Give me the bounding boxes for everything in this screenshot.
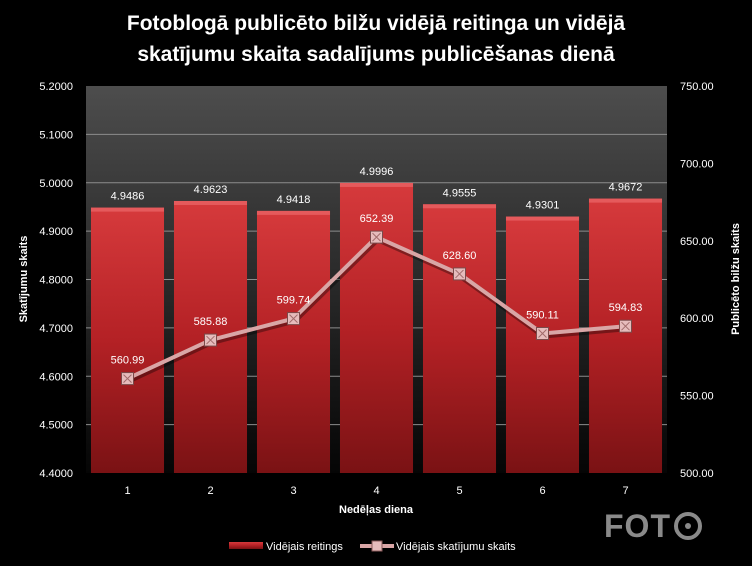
legend-line-marker <box>371 540 383 552</box>
line-value-label: 652.39 <box>360 213 394 225</box>
line-value-label: 590.11 <box>526 310 559 322</box>
y-axis-left-title: Skatījumu skaits <box>18 236 30 323</box>
line-point-cross <box>289 314 298 323</box>
bar <box>588 198 663 473</box>
y-right-tick-label: 650.00 <box>680 236 714 248</box>
y-left-tick-label: 4.6000 <box>39 371 73 383</box>
line-point-cross <box>372 232 381 242</box>
line-point-cross <box>538 329 547 338</box>
y-axis-right: 500.00 550.00 600.00 650.00 700.00 750.00 <box>680 81 714 480</box>
bar-top-highlight <box>173 200 248 205</box>
bar-top-highlight <box>90 207 165 212</box>
y-left-tick-label: 4.7000 <box>39 323 73 335</box>
bar <box>339 182 414 474</box>
bar-top-highlight <box>588 198 663 203</box>
y-axis-left: 4.4000 4.5000 4.6000 4.7000 4.8000 4.9000 5.00… <box>39 81 73 480</box>
y-left-tick-label: 5.1000 <box>39 129 73 141</box>
x-tick-label: 4 <box>373 485 379 497</box>
y-left-tick-label: 4.8000 <box>39 275 73 287</box>
legend-bar-label: Vidējais reitings <box>266 541 343 553</box>
y-right-tick-label: 600.00 <box>680 313 714 325</box>
legend: Vidējais reitings Vidējais skatījumu ska… <box>229 540 516 553</box>
bar <box>90 207 165 473</box>
bar <box>422 204 497 474</box>
bar-value-label: 4.9555 <box>443 187 477 199</box>
y-left-tick-label: 5.0000 <box>39 178 73 190</box>
bar-value-label: 4.9672 <box>609 182 643 194</box>
line-value-label: 585.88 <box>194 316 228 328</box>
foto-logo: FOT <box>604 506 702 546</box>
y-axis-right-title: Publicēto bilžu skaits <box>730 223 742 335</box>
line-point-cross <box>206 335 215 345</box>
bar-value-label: 4.9301 <box>526 200 560 212</box>
line-value-label: 594.83 <box>609 302 643 314</box>
y-left-tick-label: 4.4000 <box>39 468 73 480</box>
legend-line-label: Vidējais skatījumu skaits <box>396 541 516 553</box>
legend-bar-swatch <box>229 542 263 549</box>
chart-title-line-2: skatījumu skaita sadalījums publicēšanas… <box>137 43 615 66</box>
line-series: 560.99 585.88 599.74 652.39 628.60 590.11 594.… <box>111 213 643 386</box>
bar-value-label: 4.9996 <box>360 166 394 178</box>
chart-title: Fotoblogā publicēto bilžu vidējā reiting… <box>0 8 752 70</box>
y-right-tick-label: 500.00 <box>680 468 714 480</box>
x-axis-title: Nedēļas diena <box>339 504 414 516</box>
logo-text: FOT <box>604 507 671 544</box>
x-tick-label: 3 <box>290 485 296 497</box>
bar-series: 4.9486 4.9623 4.9418 4.9996 4.9555 4.9301 4.96… <box>90 166 663 474</box>
bar-top-highlight <box>505 216 580 221</box>
y-right-tick-label: 750.00 <box>680 81 714 93</box>
x-axis: 1 2 3 4 5 6 7 <box>124 485 628 497</box>
chart-title-line-1: Fotoblogā publicēto bilžu vidējā reiting… <box>126 12 626 35</box>
bar-value-label: 4.9623 <box>194 184 228 196</box>
line-point-cross <box>123 374 132 383</box>
x-tick-label: 7 <box>622 485 628 497</box>
y-left-tick-label: 4.5000 <box>39 420 73 432</box>
x-tick-label: 1 <box>124 485 130 497</box>
x-tick-label: 2 <box>207 485 213 497</box>
lens-o-icon <box>673 512 702 540</box>
bar-top-highlight <box>256 210 331 215</box>
line-point-cross <box>455 269 464 279</box>
bar-top-highlight <box>339 182 414 187</box>
bar-value-label: 4.9486 <box>111 191 145 203</box>
y-left-tick-label: 4.9000 <box>39 226 73 238</box>
y-right-tick-label: 700.00 <box>680 158 714 170</box>
line-value-label: 628.60 <box>443 250 477 262</box>
bar-top-highlight <box>422 204 497 209</box>
line-point-cross <box>621 321 630 331</box>
line-value-label: 599.74 <box>277 295 311 307</box>
bar <box>505 216 580 473</box>
y-left-tick-label: 5.2000 <box>39 81 73 93</box>
y-right-tick-label: 550.00 <box>680 391 714 403</box>
x-tick-label: 6 <box>539 485 545 497</box>
line-value-label: 560.99 <box>111 355 145 367</box>
bar-value-label: 4.9418 <box>277 194 311 206</box>
bar <box>256 210 331 474</box>
x-tick-label: 5 <box>456 485 462 497</box>
